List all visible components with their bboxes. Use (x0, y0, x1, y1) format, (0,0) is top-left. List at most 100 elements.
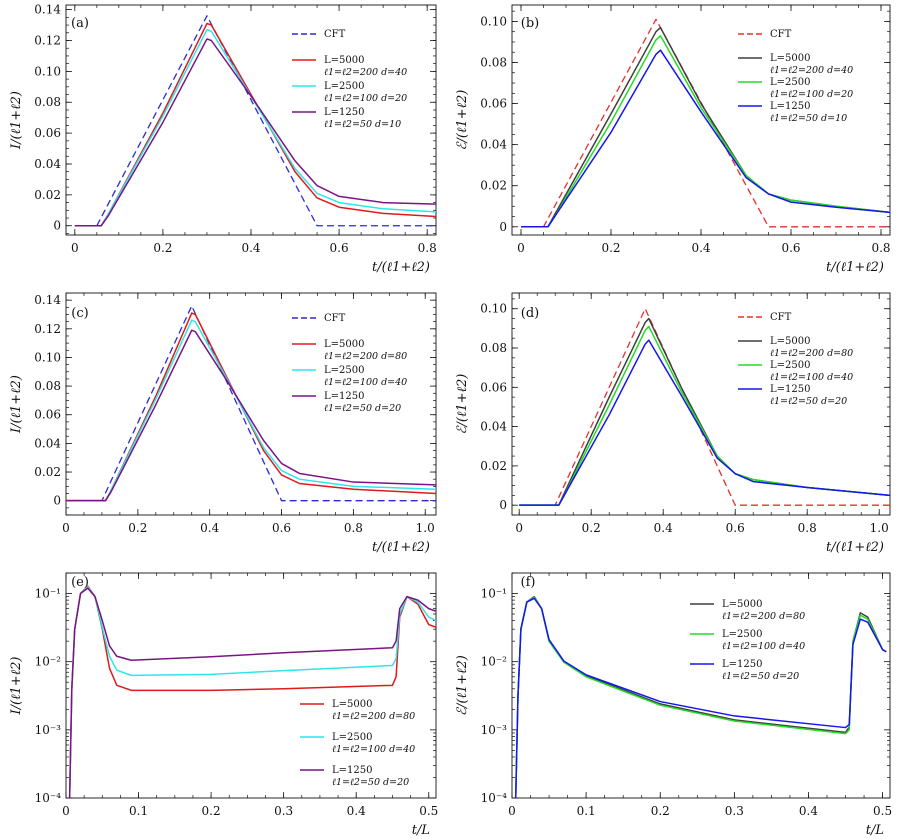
legend-label: L=2500 (324, 365, 364, 376)
y-tick-label: 0 (53, 494, 61, 508)
y-tick-label: 10⁻² (481, 655, 508, 669)
series-line-e-1 (68, 586, 436, 798)
x-tick-label: 0.8 (871, 241, 890, 255)
series-group (514, 595, 887, 798)
x-tick-label: 0 (71, 241, 79, 255)
x-tick-label: 0.4 (200, 521, 219, 535)
y-tick-label: 0.10 (34, 64, 61, 78)
x-tick-label: 0.1 (129, 804, 148, 818)
x-tick-label: 0.2 (651, 804, 670, 818)
legend-label: L=1250 (324, 107, 364, 118)
x-axis-label: t/(ℓ1+ℓ2) (372, 260, 430, 275)
panel-tag: (c) (71, 306, 88, 321)
panel-b: 0 0.2 0.4 0.6 0.8 0 0.02 0.04 0.06 0.08 0.10 t/(ℓ1+… (455, 4, 891, 275)
legend-label: L=5000 (324, 55, 364, 66)
y-axis-label: ℰ/(ℓ1+ℓ2) (455, 374, 470, 435)
legend-sublabel: ℓ1=ℓ2=50 d=20 (324, 403, 401, 414)
x-axis-label: t/(ℓ1+ℓ2) (826, 540, 884, 555)
x-tick-label: 1.0 (870, 521, 889, 535)
legend-label: L=1250 (332, 765, 372, 776)
x-tick-label: 0 (62, 804, 70, 818)
y-tick-label: 0.06 (34, 126, 61, 140)
x-tick-label: 0.2 (128, 521, 147, 535)
y-tick-label: 0.08 (34, 95, 61, 109)
series-line-b-1 (521, 26, 890, 228)
legend-label: L=2500 (332, 732, 372, 743)
y-tick-label: 0.10 (480, 302, 507, 316)
x-tick-label: 0.2 (582, 521, 601, 535)
series-line-f-1 (514, 596, 887, 798)
x-tick-label: 0.6 (781, 241, 800, 255)
x-tick-label: 0.8 (418, 241, 437, 255)
x-tick-label: 0.4 (799, 804, 818, 818)
x-tick-label: 0.4 (241, 241, 260, 255)
x-tick-label: 0.5 (419, 804, 438, 818)
legend-label: L=1250 (770, 101, 810, 112)
x-tick-label: 1.0 (416, 521, 435, 535)
y-tick-label: 0.08 (34, 379, 61, 393)
legend-sublabel: ℓ1=ℓ2=100 d=20 (324, 93, 407, 104)
legend-label: L=5000 (770, 53, 810, 64)
y-tick-label: 0.04 (34, 436, 61, 450)
panel-tag: (b) (521, 16, 539, 31)
y-tick-label: 0.10 (480, 14, 507, 28)
y-tick-label: 0.08 (480, 341, 507, 355)
legend-label: L=5000 (722, 599, 762, 610)
legend-label: L=1250 (324, 391, 364, 402)
y-tick-label: 0 (53, 219, 61, 233)
y-tick-label: 10⁻⁴ (35, 791, 62, 805)
legend-label: CFT (324, 29, 346, 40)
x-tick-label: 0.3 (274, 804, 293, 818)
legend-sublabel: ℓ1=ℓ2=200 d=40 (770, 65, 853, 76)
legend-sublabel: ℓ1=ℓ2=50 d=20 (332, 777, 409, 788)
y-tick-label: 0 (499, 498, 507, 512)
y-tick-label: 0.14 (34, 293, 61, 307)
y-tick-label: 0.08 (480, 56, 507, 70)
panel-a: 0 0.2 0.4 0.6 0.8 0 0.02 0.04 0.06 0.08 0.10 0.12 0.… (9, 3, 437, 275)
x-tick-label: 0.6 (726, 521, 745, 535)
series-line-f-2 (514, 597, 887, 798)
y-tick-label: 10⁻⁴ (481, 791, 508, 805)
legend-label: L=2500 (770, 77, 810, 88)
panel-tag: (a) (71, 16, 89, 31)
x-tick-label: 0.5 (873, 804, 892, 818)
panel-tag: (d) (521, 306, 539, 321)
legend-label: L=5000 (770, 336, 810, 347)
x-axis-label: t/L (412, 823, 430, 838)
plot-frame (65, 572, 437, 799)
legend-sublabel: ℓ1=ℓ2=100 d=40 (332, 744, 415, 755)
legend-label: L=2500 (324, 81, 364, 92)
legend-label: L=5000 (332, 699, 372, 710)
series-line-a-3 (74, 38, 436, 227)
x-tick-label: 0.6 (272, 521, 291, 535)
legend-sublabel: ℓ1=ℓ2=50 d=20 (770, 396, 847, 407)
y-tick-label: 0.12 (34, 322, 61, 336)
legend-sublabel: ℓ1=ℓ2=50 d=10 (324, 119, 401, 130)
panel-tag: (f) (521, 575, 536, 590)
legend-label: L=1250 (722, 659, 762, 670)
y-tick-label: 0.04 (480, 138, 507, 152)
legend-sublabel: ℓ1=ℓ2=200 d=80 (324, 351, 407, 362)
series-line-f-0 (514, 595, 887, 798)
y-tick-label: 0.02 (480, 459, 507, 473)
legend-label: CFT (770, 29, 792, 40)
x-tick-label: 0.2 (153, 241, 172, 255)
legend-label: L=1250 (770, 384, 810, 395)
x-tick-label: 0.8 (798, 521, 817, 535)
y-tick-label: 0.06 (34, 408, 61, 422)
panel-d: 0 0.2 0.4 0.6 0.8 1.0 0 0.02 0.04 0.06 0.08 0.10 t/(… (455, 292, 891, 555)
y-tick-label: 0.02 (34, 188, 61, 202)
series-line-e-0 (68, 585, 436, 798)
y-tick-label: 10⁻¹ (35, 587, 61, 601)
x-tick-label: 0.3 (725, 804, 744, 818)
y-tick-label: 0.12 (34, 34, 61, 48)
y-tick-label: 10⁻¹ (481, 587, 507, 601)
legend-sublabel: ℓ1=ℓ2=50 d=10 (770, 113, 847, 124)
y-tick-label: 0.10 (34, 350, 61, 364)
plot-frame (65, 292, 437, 516)
x-tick-label: 0.4 (654, 521, 673, 535)
y-tick-label: 0.02 (34, 465, 61, 479)
